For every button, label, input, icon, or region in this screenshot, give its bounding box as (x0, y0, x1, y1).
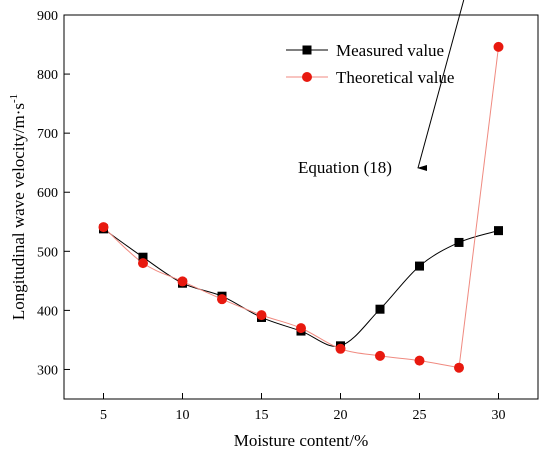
legend-marker-measured (302, 45, 312, 55)
annotation-arrow-head (417, 165, 427, 171)
theoretical-value-marker (493, 41, 504, 52)
annotation-arrow-line (417, 0, 465, 169)
theoretical-value-line-segment (458, 46, 499, 368)
y-axis-title: Longitudinal wave velocity/m·s-1 (8, 94, 28, 320)
measured-value-marker (494, 226, 503, 236)
measured-value-marker (138, 252, 148, 262)
plot-frame (63, 14, 539, 400)
series-markers (98, 41, 504, 373)
annotation-label: Equation (18) (298, 158, 392, 177)
x-tick-label: 10 (176, 408, 190, 423)
y-tick-label: 700 (37, 127, 58, 142)
measured-value-marker (415, 261, 424, 271)
theoretical-value-line (103, 226, 460, 369)
theoretical-value-marker (454, 362, 464, 373)
theoretical-value-marker (138, 258, 148, 269)
series-lines (103, 46, 499, 369)
measured-value-marker (454, 237, 464, 247)
theoretical-value-marker (256, 310, 267, 321)
theoretical-value-marker (296, 323, 306, 334)
legend: Measured value Theoretical value (286, 41, 454, 87)
legend-label-theoretical: Theoretical value (336, 68, 454, 87)
theoretical-value-marker (177, 276, 188, 287)
measured-value-marker (375, 304, 385, 314)
y-axis-ticks: 300 400 500 600 700 800 900 (37, 9, 70, 378)
x-axis-title: Moisture content/% (234, 431, 369, 450)
legend-marker-theoretical (302, 72, 312, 82)
x-tick-label: 30 (492, 408, 506, 423)
equation-annotation: Equation (18) (298, 0, 465, 177)
x-tick-label: 15 (255, 408, 269, 423)
legend-label-measured: Measured value (336, 41, 444, 60)
x-tick-label: 20 (334, 408, 348, 423)
theoretical-value-marker (375, 350, 385, 361)
y-tick-label: 500 (37, 245, 58, 260)
theoretical-value-marker (98, 222, 109, 233)
y-axis-title-main: Longitudinal wave velocity/m·s (9, 103, 28, 320)
theoretical-value-marker (335, 343, 346, 354)
x-axis-ticks: 5 10 15 20 25 30 (100, 393, 506, 423)
y-tick-label: 900 (37, 9, 58, 24)
theoretical-value-marker (414, 355, 425, 366)
x-tick-label: 25 (413, 408, 427, 423)
y-axis-title-superscript: -1 (8, 94, 20, 103)
theoretical-value-marker (217, 294, 227, 305)
y-tick-label: 800 (37, 68, 58, 83)
x-tick-label: 5 (100, 408, 107, 423)
y-tick-label: 400 (37, 304, 58, 319)
y-tick-label: 600 (37, 186, 58, 201)
y-tick-label: 300 (37, 363, 58, 378)
